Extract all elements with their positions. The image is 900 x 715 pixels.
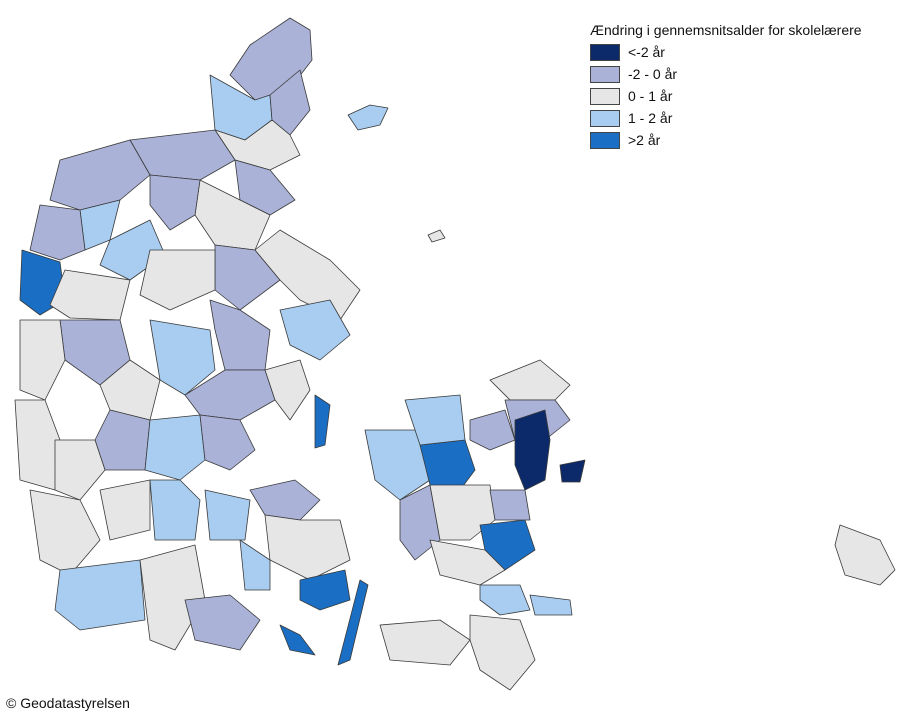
municipality-region (149, 174, 201, 231)
municipality-region (469, 409, 516, 451)
municipality-region (149, 479, 201, 541)
municipality-region (139, 249, 216, 311)
municipality-region (529, 594, 573, 616)
legend-label: 0 - 1 år (628, 88, 673, 104)
municipality-region (249, 479, 321, 521)
legend: Ændring i gennemsnitsalder for skolelære… (590, 22, 862, 151)
legend-item: <-2 år (590, 41, 862, 63)
municipality-region (264, 359, 311, 421)
legend-item: 0 - 1 år (590, 85, 862, 107)
legend-item: 1 - 2 år (590, 107, 862, 129)
legend-label: 1 - 2 år (628, 110, 673, 126)
legend-swatch (590, 109, 620, 127)
legend-label: -2 - 0 år (628, 66, 678, 82)
legend-item: -2 - 0 år (590, 63, 862, 85)
municipality-region (14, 399, 61, 491)
municipality-region (429, 539, 506, 586)
municipality-region (19, 319, 66, 401)
municipality-region (479, 519, 536, 571)
municipality-region (239, 539, 271, 591)
legend-swatch (590, 43, 620, 61)
municipality-region (479, 584, 531, 616)
legend-item: >2 år (590, 129, 862, 151)
municipality-region (279, 299, 351, 361)
municipality-region (279, 624, 316, 656)
municipality-region (254, 229, 361, 321)
municipality-region (264, 514, 351, 581)
municipality-region (364, 429, 431, 501)
municipality-region (54, 559, 146, 631)
municipality-region (184, 594, 261, 651)
municipality-region (234, 159, 296, 216)
municipality-region (379, 619, 471, 666)
municipality-region (269, 69, 311, 136)
municipality-region (337, 579, 369, 666)
municipality-region (514, 409, 551, 491)
municipality-region (427, 229, 446, 243)
municipality-region (199, 414, 256, 471)
legend-label: <-2 år (628, 44, 665, 60)
municipality-region (347, 104, 389, 131)
legend-label: >2 år (628, 132, 661, 148)
municipality-region (49, 139, 151, 211)
municipality-region (834, 524, 896, 586)
copyright-notice: © Geodatastyrelsen (6, 695, 130, 711)
municipality-region (99, 359, 161, 421)
legend-swatch (590, 131, 620, 149)
municipality-region (404, 394, 466, 446)
municipality-region (419, 439, 476, 491)
municipality-region (489, 489, 531, 521)
municipality-region (299, 569, 351, 611)
municipality-region (144, 414, 206, 481)
municipality-region (99, 479, 151, 541)
legend-swatch (590, 87, 620, 105)
municipality-region (49, 269, 131, 321)
municipality-region (54, 439, 106, 501)
municipality-region (209, 299, 271, 371)
legend-swatch (590, 65, 620, 83)
municipality-region (29, 489, 101, 576)
municipality-region (139, 544, 206, 651)
municipality-region (149, 319, 216, 396)
municipality-region (489, 359, 571, 401)
municipality-region (559, 459, 586, 483)
municipality-region (469, 614, 536, 691)
municipality-region (204, 489, 251, 541)
municipality-region (314, 394, 331, 449)
legend-title: Ændring i gennemsnitsalder for skolelære… (590, 22, 862, 38)
municipality-region (29, 204, 86, 261)
municipality-region (94, 409, 151, 471)
